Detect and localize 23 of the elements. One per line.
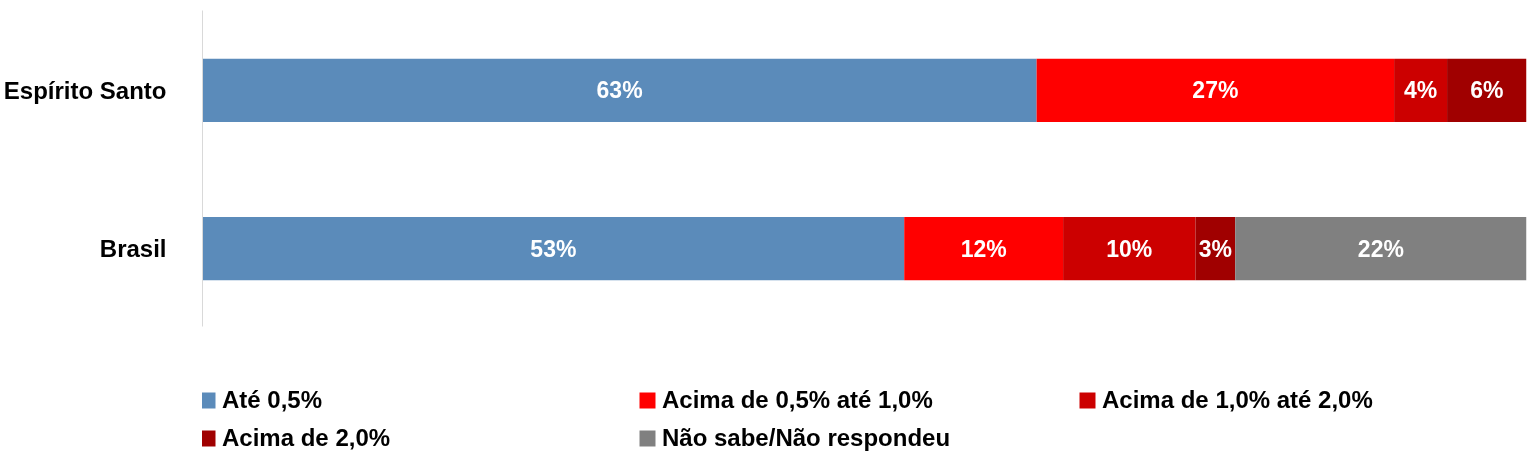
legend-label: Acima de 2,0% <box>222 424 392 452</box>
bar <box>1063 216 1196 281</box>
bar <box>1036 58 1395 123</box>
data-label: 27% <box>1192 77 1239 104</box>
data-label: 4% <box>1403 77 1438 104</box>
legend-label: Até 0,5% <box>222 386 324 414</box>
bar <box>1235 216 1527 281</box>
legend-label: Acima de 1,0% até 2,0% <box>1102 386 1374 414</box>
data-label: 22% <box>1357 235 1404 262</box>
data-label: 12% <box>960 235 1007 262</box>
data-label: 53% <box>530 235 577 262</box>
data-label: 3% <box>1198 235 1232 262</box>
data-label: 63% <box>596 77 643 104</box>
bar <box>1447 58 1527 123</box>
legend-label: Não sabe/Não respondeu <box>662 424 952 452</box>
data-label: 6% <box>1470 77 1504 104</box>
bar <box>202 216 905 281</box>
bar <box>904 216 1064 281</box>
data-label: 10% <box>1106 235 1153 262</box>
y-tick-label: Espírito Santo <box>3 76 167 104</box>
y-tick-label: Brasil <box>99 235 167 263</box>
legend-label: Acima de 0,5% até 1,0% <box>662 386 934 414</box>
bar <box>202 58 1037 123</box>
